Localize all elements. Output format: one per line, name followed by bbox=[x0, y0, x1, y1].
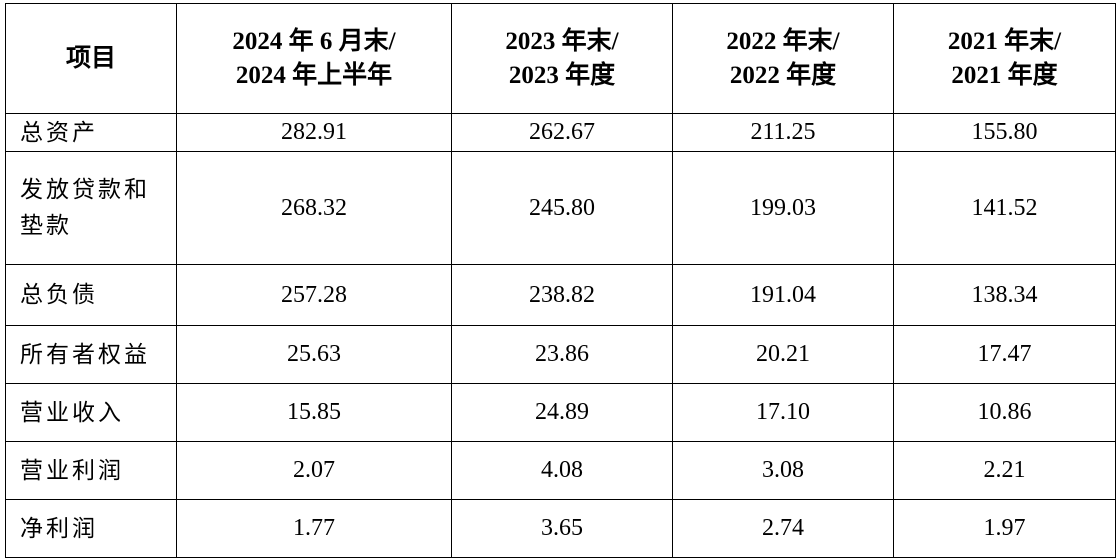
row-label: 净利润 bbox=[5, 499, 177, 558]
table-cell: 141.52 bbox=[893, 151, 1116, 265]
table-cell: 211.25 bbox=[672, 113, 894, 152]
table-cell: 238.82 bbox=[451, 264, 673, 326]
table-cell: 3.08 bbox=[672, 441, 894, 500]
table-row: 净利润 1.77 3.65 2.74 1.97 bbox=[5, 499, 1116, 558]
table-row: 营业收入 15.85 24.89 17.10 10.86 bbox=[5, 383, 1116, 442]
header-2022: 2022 年末/ 2022 年度 bbox=[672, 3, 894, 114]
table-row: 营业利润 2.07 4.08 3.08 2.21 bbox=[5, 441, 1116, 500]
table-cell: 138.34 bbox=[893, 264, 1116, 326]
table-cell: 268.32 bbox=[176, 151, 452, 265]
table-cell: 282.91 bbox=[176, 113, 452, 152]
header-2023: 2023 年末/ 2023 年度 bbox=[451, 3, 673, 114]
table-cell: 2.07 bbox=[176, 441, 452, 500]
table-cell: 24.89 bbox=[451, 383, 673, 442]
header-item: 项目 bbox=[5, 3, 177, 114]
header-2021: 2021 年末/ 2021 年度 bbox=[893, 3, 1116, 114]
table-cell: 10.86 bbox=[893, 383, 1116, 442]
table-cell: 2.74 bbox=[672, 499, 894, 558]
table-cell: 1.97 bbox=[893, 499, 1116, 558]
row-label: 总资产 bbox=[5, 113, 177, 152]
row-label: 所有者权益 bbox=[5, 325, 177, 384]
table-cell: 257.28 bbox=[176, 264, 452, 326]
header-2024h1: 2024 年 6 月末/ 2024 年上半年 bbox=[176, 3, 452, 114]
table-cell: 17.47 bbox=[893, 325, 1116, 384]
table-cell: 3.65 bbox=[451, 499, 673, 558]
table-header-row: 项目 2024 年 6 月末/ 2024 年上半年 2023 年末/ 2023 … bbox=[5, 3, 1116, 114]
table-row: 总负债 257.28 238.82 191.04 138.34 bbox=[5, 264, 1116, 326]
table-cell: 20.21 bbox=[672, 325, 894, 384]
table-row: 所有者权益 25.63 23.86 20.21 17.47 bbox=[5, 325, 1116, 384]
table-cell: 17.10 bbox=[672, 383, 894, 442]
table-cell: 1.77 bbox=[176, 499, 452, 558]
table-row: 发放贷款和 垫款 268.32 245.80 199.03 141.52 bbox=[5, 151, 1116, 265]
row-label: 总负债 bbox=[5, 264, 177, 326]
table-cell: 4.08 bbox=[451, 441, 673, 500]
table-cell: 23.86 bbox=[451, 325, 673, 384]
row-label: 发放贷款和 垫款 bbox=[5, 151, 177, 265]
table-cell: 262.67 bbox=[451, 113, 673, 152]
table-cell: 245.80 bbox=[451, 151, 673, 265]
financial-table: 项目 2024 年 6 月末/ 2024 年上半年 2023 年末/ 2023 … bbox=[5, 3, 1116, 558]
row-label: 营业收入 bbox=[5, 383, 177, 442]
row-label: 营业利润 bbox=[5, 441, 177, 500]
table-cell: 191.04 bbox=[672, 264, 894, 326]
table-cell: 15.85 bbox=[176, 383, 452, 442]
table-cell: 155.80 bbox=[893, 113, 1116, 152]
table-cell: 199.03 bbox=[672, 151, 894, 265]
table-row: 总资产 282.91 262.67 211.25 155.80 bbox=[5, 113, 1116, 152]
table-cell: 2.21 bbox=[893, 441, 1116, 500]
table-cell: 25.63 bbox=[176, 325, 452, 384]
